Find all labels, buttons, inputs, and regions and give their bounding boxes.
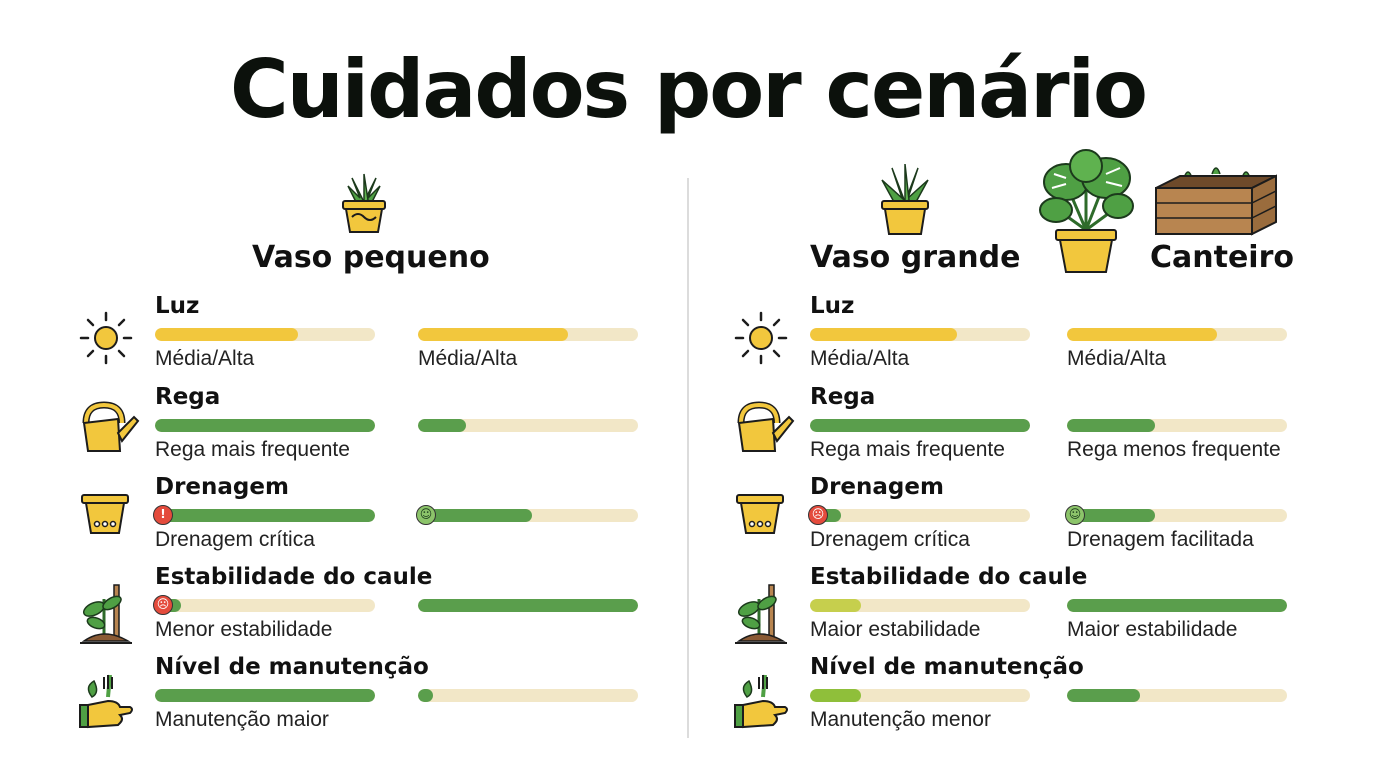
level-bar-1: [155, 419, 375, 432]
metric-label: Drenagem: [810, 474, 944, 500]
warning-badge-icon: !: [153, 505, 173, 525]
page-title: Cuidados por cenário: [229, 43, 1148, 136]
level-description: Maior estabilidade: [1067, 618, 1238, 641]
level-bar-fill: [810, 689, 861, 702]
level-description: Manutenção maior: [155, 708, 329, 731]
metric-label: Rega: [810, 384, 876, 410]
level-bar-fill: [155, 419, 375, 432]
level-bar-1: [810, 419, 1030, 432]
level-bar-2: [1067, 689, 1287, 702]
level-description: Drenagem crítica: [810, 528, 970, 551]
level-description: Rega mais frequente: [810, 438, 1005, 461]
column-heading-vaso-pequeno: Vaso pequeno: [252, 240, 490, 275]
level-bar-2: [418, 689, 638, 702]
level-bar-2: [1067, 328, 1287, 341]
metric-label: Rega: [155, 384, 221, 410]
metric-label: Nível de manutenção: [810, 654, 1084, 680]
watering-can-icon: [78, 401, 140, 459]
pot-drainage-icon: [733, 491, 787, 549]
level-description: Média/Alta: [810, 347, 910, 370]
level-bar-2: [418, 419, 638, 432]
pot-drainage-icon: [78, 491, 132, 549]
level-bar-1: [810, 599, 1030, 612]
level-bar-fill: [810, 328, 958, 341]
level-description: Drenagem crítica: [155, 528, 315, 551]
metric-label: Luz: [810, 293, 855, 319]
level-bar-1: [810, 328, 1030, 341]
large-pot-icon: [881, 164, 929, 235]
level-description: Rega mais frequente: [155, 438, 350, 461]
level-bar-1: [810, 509, 1030, 522]
level-description: Manutenção menor: [810, 708, 991, 731]
level-bar-fill: [1067, 599, 1287, 612]
level-bar-fill: [1067, 419, 1155, 432]
smile-badge-icon: ☺: [416, 505, 436, 525]
sun-icon: [78, 310, 134, 370]
watering-can-icon: [733, 401, 795, 459]
level-bar-fill: [418, 328, 568, 341]
level-bar-1: [155, 509, 375, 522]
column-heading-canteiro: Canteiro: [1150, 240, 1294, 275]
level-bar-fill: [418, 419, 467, 432]
level-description: Rega menos frequente: [1067, 438, 1281, 461]
sun-icon: [733, 310, 789, 370]
level-bar-2: [1067, 599, 1287, 612]
level-bar-fill: [155, 328, 298, 341]
level-bar-1: [155, 599, 375, 612]
level-description: Drenagem facilitada: [1067, 528, 1254, 551]
metric-label: Estabilidade do caule: [155, 564, 433, 590]
smile-badge-icon: ☺: [1065, 505, 1085, 525]
level-bar-fill: [155, 689, 375, 702]
level-bar-2: [418, 328, 638, 341]
level-bar-1: [810, 689, 1030, 702]
staked-plant-icon: [78, 581, 134, 649]
level-bar-fill: [1067, 509, 1155, 522]
level-description: Maior estabilidade: [810, 618, 981, 641]
warning-badge-icon: ☹: [808, 505, 828, 525]
gardening-glove-icon: [78, 671, 134, 735]
level-description: Média/Alta: [1067, 347, 1167, 370]
staked-plant-icon: [733, 581, 789, 649]
column-heading-vaso-grande: Vaso grande: [810, 240, 1021, 275]
level-description: Menor estabilidade: [155, 618, 333, 641]
raised-bed-icon: [1155, 167, 1277, 236]
metric-label: Estabilidade do caule: [810, 564, 1088, 590]
level-bar-2: [418, 599, 638, 612]
level-bar-1: [155, 328, 375, 341]
level-bar-2: [1067, 419, 1287, 432]
level-bar-fill: [1067, 689, 1140, 702]
level-bar-1: [155, 689, 375, 702]
level-description: Média/Alta: [418, 347, 518, 370]
column-divider: [687, 178, 689, 738]
level-bar-fill: [418, 509, 533, 522]
level-bar-fill: [810, 419, 1030, 432]
level-bar-2: [1067, 509, 1287, 522]
small-pot-icon: [342, 173, 386, 233]
level-bar-2: [418, 509, 638, 522]
level-bar-fill: [418, 599, 638, 612]
gardening-glove-icon: [733, 671, 789, 735]
metric-label: Luz: [155, 293, 200, 319]
metric-label: Nível de manutenção: [155, 654, 429, 680]
level-description: Média/Alta: [155, 347, 255, 370]
metric-label: Drenagem: [155, 474, 289, 500]
warning-badge-icon: ☹: [153, 595, 173, 615]
level-bar-fill: [1067, 328, 1217, 341]
monstera-pot-icon: [1039, 149, 1134, 273]
level-bar-fill: [810, 599, 861, 612]
level-bar-fill: [155, 509, 375, 522]
level-bar-fill: [418, 689, 434, 702]
